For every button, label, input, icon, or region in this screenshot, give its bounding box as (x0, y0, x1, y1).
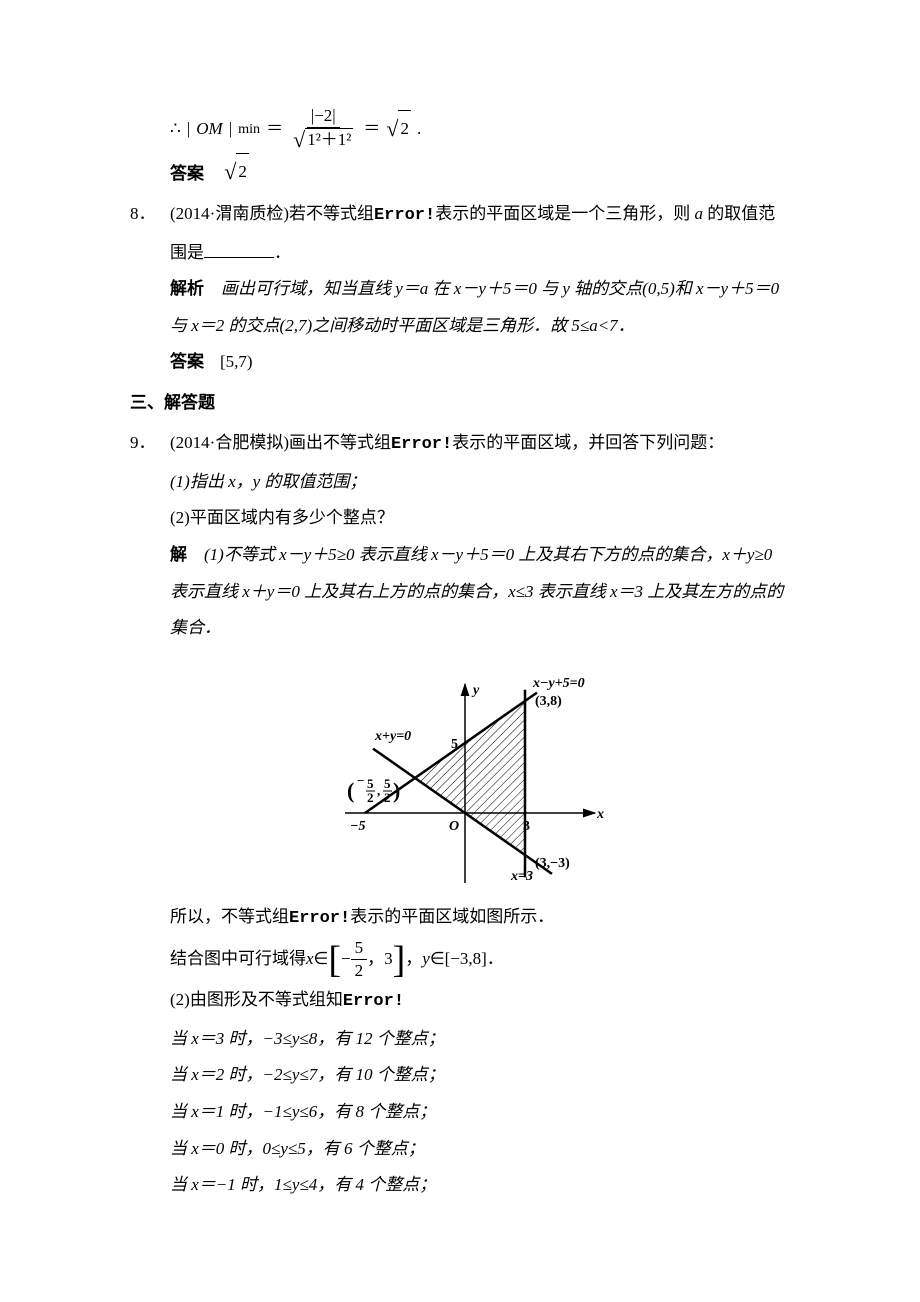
interval-content: − 5 2 ，3 (341, 937, 393, 982)
case-0: 当 x＝3 时，−3≤y≤8，有 12 个整点； (170, 1021, 790, 1058)
explanation-label: 解析 (170, 279, 204, 298)
svg-text:3: 3 (523, 819, 530, 834)
problem-body: (2014·渭南质检)若不等式组Error!表示的平面区域是一个三角形，则 a … (170, 196, 790, 271)
svg-text:2: 2 (367, 790, 374, 805)
svg-text:x+y=0: x+y=0 (374, 729, 411, 744)
radical-icon: √ (293, 129, 305, 151)
fill-blank (204, 240, 274, 258)
abs-open: | (187, 111, 190, 148)
range-in: ∈ (314, 941, 329, 978)
svg-text:5: 5 (451, 737, 458, 752)
p9-text-b: 表示的平面区域，并回答下列问题： (452, 433, 724, 452)
svg-text:−5: −5 (350, 819, 365, 834)
frac-den: √1²＋1² (289, 128, 357, 153)
section-3-title: 三、解答题 (130, 385, 790, 422)
svg-text:): ) (393, 778, 400, 803)
case-2: 当 x＝1 时，−1≤y≤6，有 8 个整点； (170, 1094, 790, 1131)
sub-min: min (238, 114, 260, 144)
svg-text:5: 5 (384, 776, 391, 791)
svg-text:−: − (357, 773, 364, 788)
p8-expl-text: 画出可行域，知当直线 y＝a 在 x－y＋5＝0 与 y 轴的交点(0,5)和 … (170, 279, 779, 335)
svg-text:(3,8): (3,8) (535, 694, 562, 709)
problem-9: 9． (2014·合肥模拟)画出不等式组Error!表示的平面区域，并回答下列问… (130, 425, 790, 464)
case-1: 当 x＝2 时，−2≤y≤7，有 10 个整点； (170, 1057, 790, 1094)
comma-3: ，3 (367, 941, 393, 978)
bracket-interval: [ − 5 2 ，3 ] (328, 937, 405, 982)
formula-om-min: ∴ |OM| min ＝ |−2| √1²＋1² ＝ √2. (170, 105, 790, 153)
radical-icon: √ (224, 161, 236, 183)
frac-5-2: 5 2 (351, 937, 368, 982)
answer-label: 答案 (170, 352, 204, 371)
region-diagram: xyx−y+5=0x+y=0x=3(3,8)(3,−3)(−52,52)5−53… (345, 653, 615, 893)
period: . (417, 111, 421, 148)
problem-number: 9． (130, 425, 170, 464)
error-text: Error! (391, 435, 452, 454)
svg-text:2: 2 (384, 790, 391, 805)
problem-8: 8． (2014·渭南质检)若不等式组Error!表示的平面区域是一个三角形，则… (130, 196, 790, 271)
answer-label: 答案 (170, 164, 204, 183)
case-4: 当 x＝−1 时，1≤y≤4，有 4 个整点； (170, 1167, 790, 1204)
neg: − (341, 941, 351, 978)
p8-answer-value: [5,7) (220, 352, 253, 371)
rbracket: ] (393, 945, 406, 975)
svg-text:y: y (471, 683, 480, 698)
svg-text:x=3: x=3 (510, 869, 533, 884)
range-a: 结合图中可行域得 (170, 941, 306, 978)
p9-text-a: (2014·合肥模拟)画出不等式组 (170, 433, 391, 452)
p9-solution: 解 (1)不等式 x－y＋5≥0 表示直线 x－y＋5＝0 上及其右下方的点的集… (170, 537, 790, 647)
range-x: x (306, 941, 314, 978)
range-e: ∈[−3,8]． (430, 941, 504, 978)
part2-a: (2)由图形及不等式组知 (170, 990, 343, 1009)
p9-sol-p1: (1)不等式 x－y＋5≥0 表示直线 x－y＋5＝0 上及其右下方的点的集合，… (170, 545, 783, 637)
problem-number: 8． (130, 196, 170, 271)
p9-range: 结合图中可行域得 x ∈ [ − 5 2 ，3 ] ， y ∈[−3,8]． (170, 937, 790, 982)
p8-end: ． (274, 243, 291, 262)
range-d: ， (405, 941, 422, 978)
page: ∴ |OM|min ＝ |−2| √1²＋1² ＝ √2. 答案 √2 8． (… (0, 0, 920, 1302)
svg-text:x: x (596, 807, 604, 822)
case-3: 当 x＝0 时，0≤y≤5，有 6 个整点； (170, 1131, 790, 1168)
p9-q2: (2)平面区域内有多少个整点？ (170, 500, 790, 537)
error-text: Error! (289, 909, 350, 928)
range-y: y (422, 941, 430, 978)
abs-close: | (229, 111, 232, 148)
radical-icon: √ (386, 118, 398, 140)
figure-feasible-region: xyx−y+5=0x+y=0x=3(3,8)(3,−3)(−52,52)5−53… (170, 653, 790, 893)
error-text: Error! (343, 992, 404, 1011)
eq1: ＝ (266, 111, 283, 148)
solution-label: 解 (170, 545, 187, 564)
frac-num: |−2| (307, 105, 340, 128)
lbracket: [ (328, 945, 341, 975)
p9-q1: (1)指出 x，y 的取值范围； (170, 464, 790, 501)
p8-explanation: 解析 画出可行域，知当直线 y＝a 在 x－y＋5＝0 与 y 轴的交点(0,5… (170, 271, 790, 344)
svg-text:(3,−3): (3,−3) (535, 856, 570, 871)
var-a: a (694, 204, 703, 223)
after-fig-b: 表示的平面区域如图所示． (350, 907, 554, 926)
problem-body: (2014·合肥模拟)画出不等式组Error!表示的平面区域，并回答下列问题： (170, 425, 790, 464)
svg-text:(: ( (347, 778, 354, 803)
p9-part2: (2)由图形及不等式组知Error! (170, 982, 790, 1021)
therefore-sym: ∴ (170, 111, 181, 148)
p8-text-a: (2014·渭南质检)若不等式组 (170, 204, 374, 223)
svg-text:,: , (377, 783, 380, 798)
error-text: Error! (374, 206, 435, 225)
fraction: |−2| √1²＋1² (289, 105, 357, 153)
var-om: OM (196, 111, 222, 148)
sqrt-result: √2 (386, 110, 411, 148)
p8-answer: 答案 [5,7) (170, 344, 790, 381)
answer-value: √2 (224, 153, 249, 191)
svg-text:x−y+5=0: x−y+5=0 (532, 676, 585, 691)
p8-text-b: 表示的平面区域是一个三角形，则 (435, 204, 694, 223)
answer-7: 答案 √2 (170, 153, 790, 192)
svg-text:O: O (449, 819, 459, 834)
p9-after-fig: 所以，不等式组Error!表示的平面区域如图所示． (170, 899, 790, 938)
after-fig-a: 所以，不等式组 (170, 907, 289, 926)
svg-text:5: 5 (367, 776, 374, 791)
sqrt-den: √1²＋1² (293, 128, 353, 151)
eq2: ＝ (363, 111, 380, 148)
